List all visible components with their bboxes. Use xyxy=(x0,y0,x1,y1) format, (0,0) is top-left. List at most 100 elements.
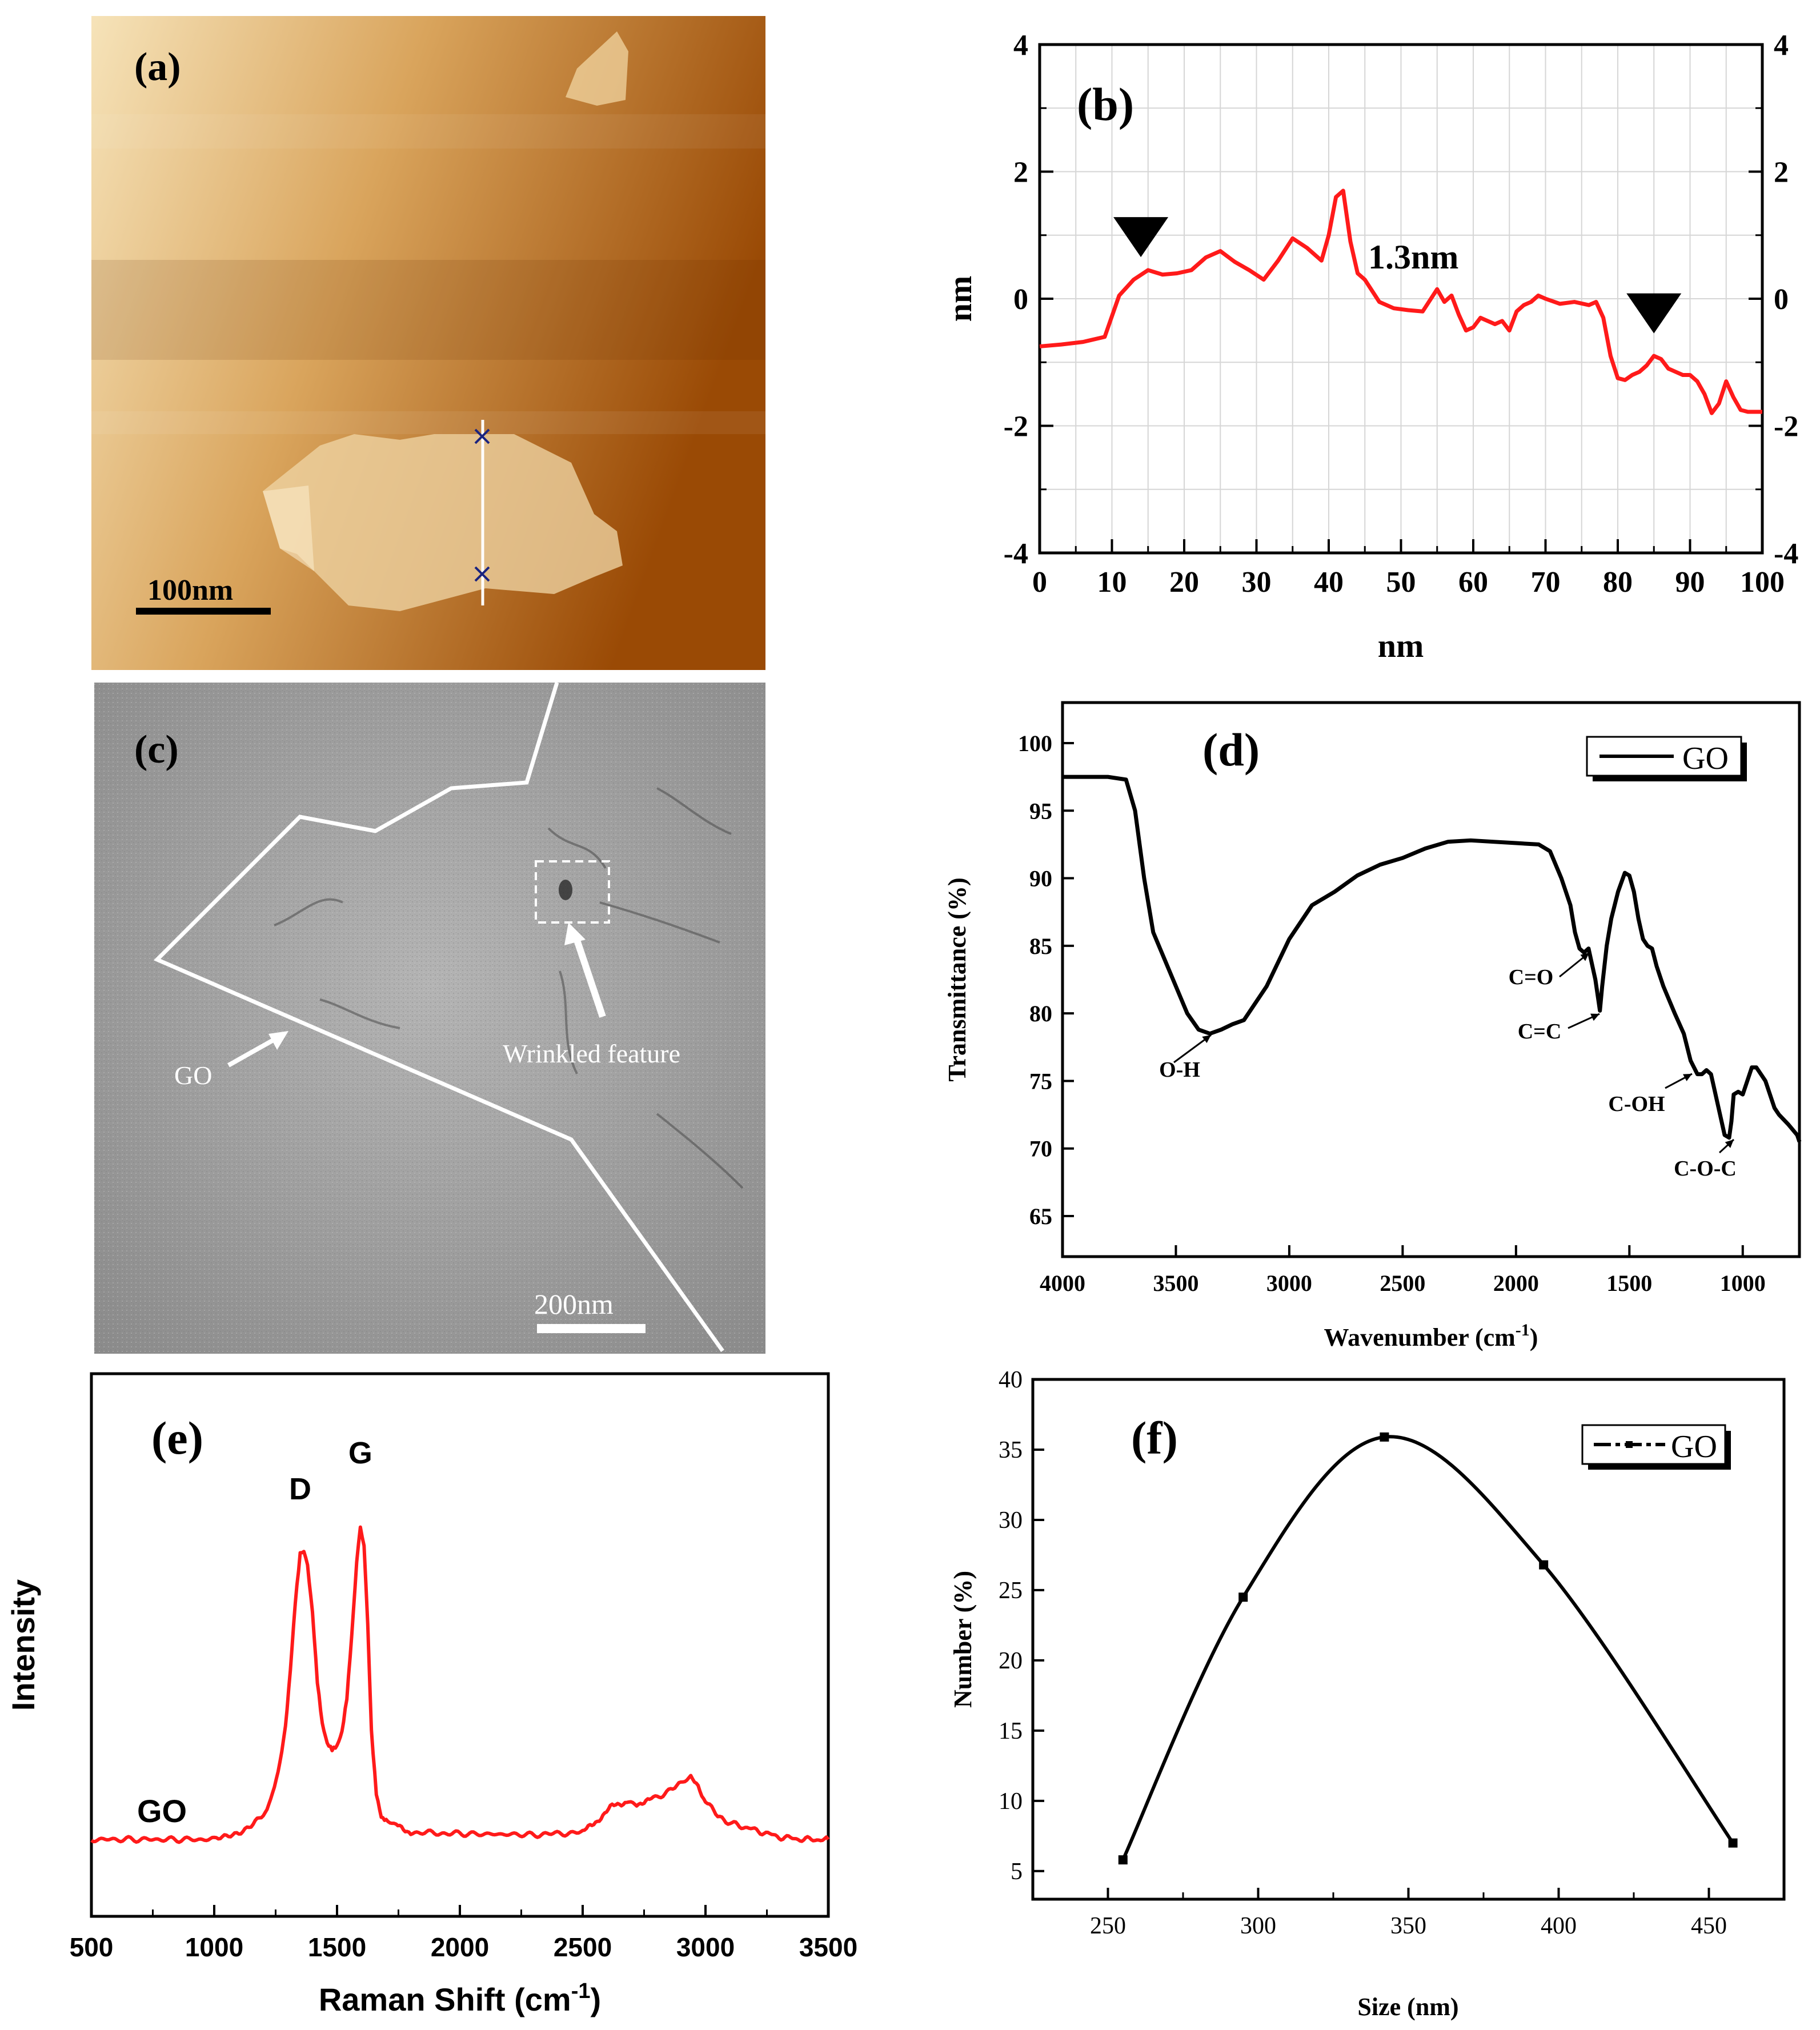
data-point xyxy=(1539,1560,1549,1570)
chart-f-ylabel: Number (%) xyxy=(949,1571,977,1708)
y-tick-label-right: 4 xyxy=(1774,29,1789,62)
x-tick-label: 0 xyxy=(1032,566,1047,599)
peak-annotation: C-OH xyxy=(1608,1092,1665,1116)
afm-small-flake xyxy=(566,31,628,106)
y-tick-label: 65 xyxy=(1029,1203,1052,1229)
y-tick-label: 40 xyxy=(999,1367,1023,1393)
y-tick-label: 15 xyxy=(999,1718,1023,1744)
panel-a-scale-bar xyxy=(136,608,271,615)
afm-terrace-band xyxy=(91,411,765,434)
x-tick-label: 3000 xyxy=(676,1932,735,1962)
y-tick-label-right: -2 xyxy=(1774,411,1798,443)
afm-terrace-band xyxy=(91,114,765,149)
chart-d-label: (d) xyxy=(1202,724,1260,776)
y-tick-label: 95 xyxy=(1029,798,1052,824)
x-tick-label: 3500 xyxy=(1153,1270,1198,1296)
panel-a-scale-label: 100nm xyxy=(147,574,233,607)
chart-b-label: (b) xyxy=(1077,78,1134,130)
panel-f-size-distribution: 250 300 350 400 450 40 35 30 25 20 15 10 5 (f) GO Si… xyxy=(949,1367,1786,2021)
chart-f-legend: GO xyxy=(1581,1424,1731,1470)
y-tick-label-right: 2 xyxy=(1774,157,1789,189)
legend-label: GO xyxy=(1671,1429,1717,1465)
data-point xyxy=(1380,1432,1389,1442)
y-tick-label: 100 xyxy=(1018,731,1052,756)
x-tick-label: 1000 xyxy=(1720,1270,1766,1296)
chart-e-ylabel: Intensity xyxy=(5,1579,41,1711)
panel-c-scale-bar xyxy=(537,1324,646,1333)
x-tick-label: 40 xyxy=(1314,566,1344,599)
peak-annotation: O-H xyxy=(1159,1058,1200,1082)
chart-f-xlabel: Size (nm) xyxy=(1357,1993,1458,2021)
x-tick-label: 50 xyxy=(1386,566,1416,599)
size-distribution-curve xyxy=(1121,1435,1735,1861)
afm-flake-fold xyxy=(263,486,314,571)
step-marker-triangle xyxy=(1113,217,1169,258)
chart-b-xlabel: nm xyxy=(1378,627,1424,664)
y-tick-label: -2 xyxy=(1004,411,1028,443)
wrinkle-dark-spot xyxy=(559,880,572,900)
x-tick-label: 30 xyxy=(1242,566,1272,599)
wrinkle-arrow xyxy=(572,936,606,1018)
y-tick-label: 70 xyxy=(1029,1136,1052,1162)
x-tick-label: 1000 xyxy=(185,1932,243,1962)
peak-label-g: G xyxy=(348,1436,372,1470)
panel-c-label: (c) xyxy=(134,728,179,772)
panel-a-afm-image: (a) 100nm xyxy=(91,16,765,670)
panel-c-tem-image: GO Wrinkled feature (c) 200nm xyxy=(94,681,765,1354)
peak-annotation: C-O-C xyxy=(1674,1157,1737,1181)
chart-e-xlabel: Raman Shift (cm-1) xyxy=(319,1979,601,2017)
go-arrow xyxy=(227,1037,275,1068)
peak-annotation: C=C xyxy=(1518,1020,1562,1044)
tem-wrinkle-label: Wrinkled feature xyxy=(503,1039,680,1068)
tem-sheet-outline xyxy=(153,681,724,1353)
y-tick-label: 30 xyxy=(999,1507,1023,1534)
peak-arrowhead xyxy=(1683,1074,1692,1081)
chart-e-label: (e) xyxy=(151,1412,203,1464)
chart-e-series-label: GO xyxy=(137,1793,187,1829)
ftir-spectrum-line xyxy=(1063,775,1802,1143)
y-tick-label: 10 xyxy=(999,1788,1023,1815)
tem-wrinkle-box xyxy=(535,860,610,924)
y-tick-label-right: -4 xyxy=(1774,537,1798,570)
peak-label-d: D xyxy=(289,1472,311,1506)
raman-spectrum-line xyxy=(90,1525,830,1844)
x-tick-label: 2000 xyxy=(1493,1270,1539,1296)
x-tick-label: 20 xyxy=(1169,566,1199,599)
chart-b-annotation: 1.3nm xyxy=(1368,238,1458,276)
chart-d-ylabel: Transmittance (%) xyxy=(943,877,971,1081)
go-arrowhead xyxy=(268,1031,288,1050)
x-tick-label: 10 xyxy=(1097,566,1127,599)
tem-go-label: GO xyxy=(174,1061,212,1090)
step-marker-triangle xyxy=(1626,293,1682,334)
peak-arrowhead xyxy=(1725,1140,1734,1148)
x-tick-label: 3000 xyxy=(1266,1270,1312,1296)
plot-frame xyxy=(1061,701,1801,1258)
y-tick-label: 4 xyxy=(1013,29,1028,62)
x-tick-label: 500 xyxy=(70,1932,114,1962)
chart-d-xlabel: Wavenumber (cm-1) xyxy=(1324,1321,1538,1351)
legend-marker xyxy=(1626,1441,1633,1448)
x-tick-label: 400 xyxy=(1541,1913,1577,1939)
x-tick-label: 2500 xyxy=(1380,1270,1425,1296)
x-tick-label: 60 xyxy=(1458,566,1488,599)
peak-arrowhead xyxy=(1202,1035,1211,1044)
peak-arrowhead xyxy=(1590,1013,1599,1021)
x-tick-label: 300 xyxy=(1240,1913,1276,1939)
peak-annotation: C=O xyxy=(1509,965,1554,989)
x-tick-label: 1500 xyxy=(1606,1270,1652,1296)
y-tick-label-right: 0 xyxy=(1774,283,1789,316)
chart-d-legend: GO xyxy=(1586,736,1747,781)
y-tick-label: 35 xyxy=(999,1437,1023,1463)
x-tick-label: 350 xyxy=(1390,1913,1426,1939)
chart-f-label: (f) xyxy=(1131,1412,1178,1464)
wrinkle-arrowhead xyxy=(564,922,586,945)
x-tick-label: 4000 xyxy=(1040,1270,1085,1296)
y-tick-label: 20 xyxy=(999,1648,1023,1674)
peak-arrowhead xyxy=(1580,953,1589,961)
x-tick-label: 100 xyxy=(1740,566,1785,599)
chart-b-ylabel: nm xyxy=(941,276,979,322)
height-profile-line xyxy=(1039,188,1762,415)
y-tick-label: 0 xyxy=(1013,283,1028,316)
y-tick-label: 75 xyxy=(1029,1068,1052,1094)
